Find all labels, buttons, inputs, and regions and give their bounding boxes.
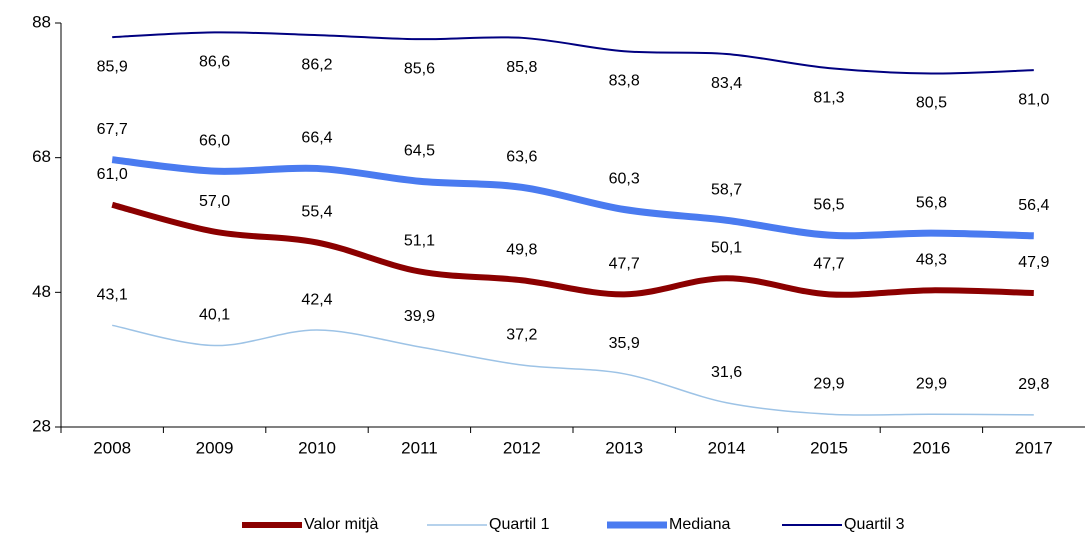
data-label: 56,4 bbox=[1018, 197, 1049, 214]
y-tick-label: 48 bbox=[32, 282, 51, 301]
x-tick-label: 2010 bbox=[298, 438, 336, 457]
series-line bbox=[111, 156, 1034, 240]
x-tick-label: 2011 bbox=[401, 438, 438, 457]
data-label: 58,7 bbox=[711, 182, 742, 199]
data-label: 80,5 bbox=[916, 95, 947, 112]
data-label: 83,4 bbox=[711, 75, 742, 92]
data-label: 63,6 bbox=[506, 149, 537, 166]
series-line bbox=[111, 201, 1034, 298]
data-label: 66,4 bbox=[301, 130, 332, 147]
data-label: 29,9 bbox=[813, 375, 844, 392]
data-label: 60,3 bbox=[609, 171, 640, 188]
data-label: 37,2 bbox=[506, 326, 537, 343]
data-label: 85,6 bbox=[404, 60, 435, 77]
series-line bbox=[112, 324, 1034, 416]
data-label: 64,5 bbox=[404, 142, 435, 159]
data-label: 81,3 bbox=[813, 89, 844, 106]
data-label: 49,8 bbox=[506, 241, 537, 258]
y-tick-label: 68 bbox=[32, 147, 51, 166]
data-label: 83,8 bbox=[609, 72, 640, 89]
data-label: 39,9 bbox=[404, 308, 435, 325]
data-label: 42,4 bbox=[301, 291, 332, 308]
y-tick-label: 28 bbox=[32, 416, 51, 435]
series-line bbox=[112, 31, 1034, 75]
data-label: 51,1 bbox=[404, 233, 435, 250]
data-label: 48,3 bbox=[916, 252, 947, 269]
legend-label: Mediana bbox=[669, 516, 730, 533]
legend-label: Valor mitjà bbox=[304, 516, 378, 533]
data-label: 29,8 bbox=[1018, 376, 1049, 393]
x-tick-label: 2015 bbox=[810, 438, 848, 457]
x-tick-label: 2013 bbox=[605, 438, 643, 457]
data-label: 56,5 bbox=[813, 196, 844, 213]
data-label: 31,6 bbox=[711, 364, 742, 381]
legend-label: Quartil 3 bbox=[844, 516, 905, 533]
data-label: 29,9 bbox=[916, 375, 947, 392]
legend-label: Quartil 1 bbox=[489, 516, 550, 533]
data-label: 57,0 bbox=[199, 193, 230, 210]
data-label: 67,7 bbox=[97, 121, 128, 138]
data-label: 40,1 bbox=[199, 307, 230, 324]
data-label: 43,1 bbox=[97, 287, 128, 304]
data-label: 47,9 bbox=[1018, 254, 1049, 271]
data-label: 50,1 bbox=[711, 239, 742, 256]
data-label: 66,0 bbox=[199, 132, 230, 149]
data-label: 85,8 bbox=[506, 59, 537, 76]
data-label: 85,9 bbox=[97, 58, 128, 75]
data-label: 55,4 bbox=[301, 204, 332, 221]
data-label: 61,0 bbox=[97, 166, 128, 183]
data-label: 86,2 bbox=[301, 56, 332, 73]
x-tick-label: 2016 bbox=[912, 438, 950, 457]
x-tick-label: 2008 bbox=[93, 438, 131, 457]
x-tick-label: 2012 bbox=[503, 438, 541, 457]
data-label: 47,7 bbox=[813, 256, 844, 273]
data-label: 47,7 bbox=[609, 256, 640, 273]
data-label: 81,0 bbox=[1018, 91, 1049, 108]
x-tick-label: 2017 bbox=[1015, 438, 1053, 457]
data-label: 86,6 bbox=[199, 54, 230, 71]
y-tick-label: 88 bbox=[32, 12, 51, 31]
data-label: 35,9 bbox=[609, 335, 640, 352]
x-tick-label: 2014 bbox=[708, 438, 746, 457]
x-tick-label: 2009 bbox=[196, 438, 234, 457]
data-label: 56,8 bbox=[916, 194, 947, 211]
